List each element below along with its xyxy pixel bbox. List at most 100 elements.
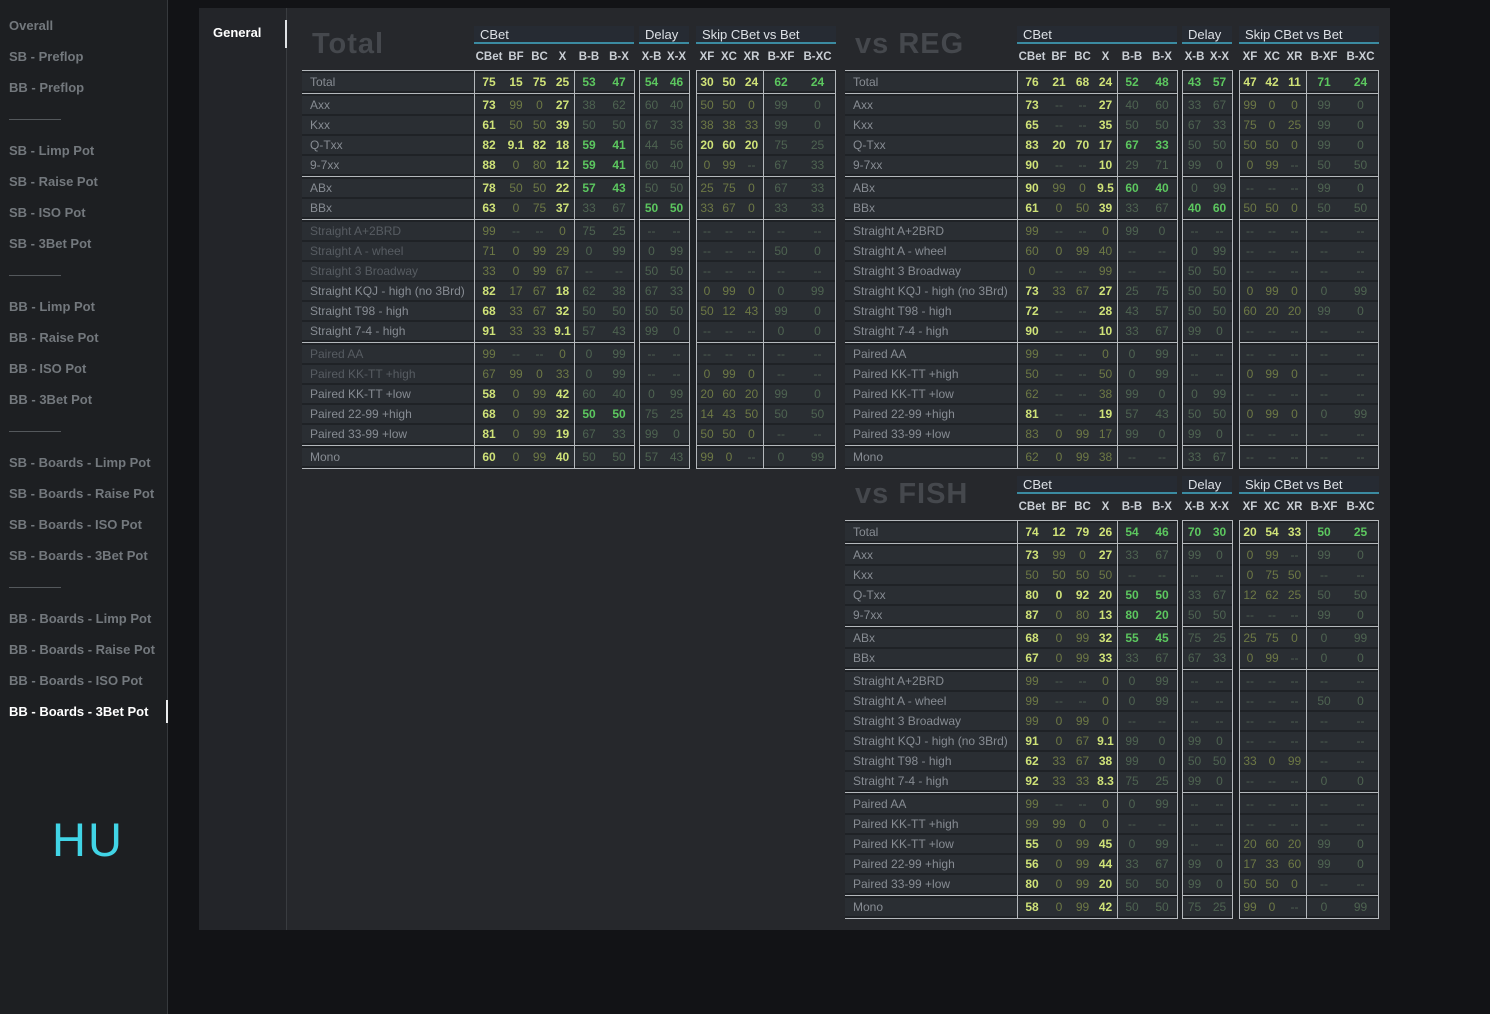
row-label: 9-7xx	[853, 158, 883, 172]
sidebar-item-bb-boards-limp-pot[interactable]: BB - Boards - Limp Pot	[9, 611, 152, 626]
sidebar-item-bb-3bet-pot[interactable]: BB - 3Bet Pot	[9, 392, 93, 407]
stat-cell: --	[1290, 450, 1299, 464]
sidebar-item-sb-raise-pot[interactable]: SB - Raise Pot	[9, 174, 98, 189]
stat-cell: --	[1290, 694, 1299, 708]
stat-cell: 0	[1158, 224, 1166, 238]
stat-cell: --	[813, 367, 822, 381]
stat-cell: 0	[1291, 407, 1298, 421]
stat-cell: 33	[744, 118, 759, 132]
stat-cell: 99	[1212, 181, 1227, 195]
column-header: B-B	[578, 51, 600, 63]
stat-cell: --	[1190, 347, 1199, 361]
stat-cell: 50	[1243, 877, 1257, 891]
stat-cell: --	[1356, 450, 1365, 464]
stat-cell: --	[1078, 674, 1087, 688]
table-row: Straight 3 Broadway 33 0 99 67 -- -- 50 50 -- -- --…	[302, 262, 836, 280]
stat-cell: 43	[612, 324, 626, 338]
sidebar-item-sb-boards-raise-pot[interactable]: SB - Boards - Raise Pot	[9, 486, 155, 501]
sidebar-item-bb-boards-raise-pot[interactable]: BB - Boards - Raise Pot	[9, 642, 155, 657]
column-header-row: CBet BF BC X B-B B-X X-B X-X XF XC XR B-XF B-XC	[845, 498, 1379, 516]
stat-cell: --	[1190, 817, 1199, 831]
stat-cell: 67	[532, 284, 547, 298]
stat-cell: 0	[559, 347, 566, 361]
stat-cell: --	[1290, 900, 1299, 914]
stat-cell: --	[1158, 714, 1166, 728]
stat-cell: 0	[1291, 877, 1298, 891]
stat-cell: 50	[644, 201, 659, 215]
stat-cell: 13	[1098, 608, 1113, 622]
stat-cell: --	[725, 347, 733, 361]
stat-cell: --	[1128, 264, 1136, 278]
stat-cell: 99	[1025, 797, 1039, 811]
stat-cell: --	[1078, 224, 1087, 238]
tab-general[interactable]: General	[199, 20, 287, 48]
stat-cell: --	[1190, 837, 1199, 851]
stat-cell: 50	[644, 264, 659, 278]
stat-cell: 38	[1098, 754, 1113, 768]
stat-cell: 0	[1246, 158, 1254, 172]
stat-cell: 67	[1025, 651, 1039, 665]
sidebar-item-bb-boards-3bet-pot[interactable]: BB - Boards - 3Bet Pot	[0, 696, 168, 727]
stat-cell: 50	[509, 118, 523, 132]
stat-cell: 46	[669, 75, 684, 89]
stats-table-vs-reg: vs REG CBet Delay Skip CBet vs Bet CBet BF B…	[845, 18, 1379, 470]
stat-cell: --	[1356, 324, 1365, 338]
sidebar-item-bb-iso-pot[interactable]: BB - ISO Pot	[9, 361, 87, 376]
stat-cell: 82	[482, 284, 496, 298]
stat-cell: 50	[1098, 568, 1113, 582]
column-group-header: Delay	[1182, 476, 1232, 494]
stat-cell: 40	[669, 98, 684, 112]
stat-cell: --	[1055, 98, 1063, 112]
sidebar-item-sb-limp-pot[interactable]: SB - Limp Pot	[9, 143, 95, 158]
sidebar-item-sb-boards-3bet-pot[interactable]: SB - Boards - 3Bet Pot	[9, 548, 148, 563]
table-row: Straight A+2BRD 99 -- -- 0 99 0 -- -- -- -- -- -- --	[845, 222, 1379, 240]
sidebar-item-sb-iso-pot[interactable]: SB - ISO Pot	[9, 205, 86, 220]
stat-cell: 0	[536, 98, 543, 112]
stat-cell: 99	[700, 450, 714, 464]
sidebar-item-sb-preflop[interactable]: SB - Preflop	[9, 49, 84, 64]
stat-cell: 61	[482, 118, 496, 132]
sidebar-item-bb-raise-pot[interactable]: BB - Raise Pot	[9, 330, 99, 345]
sidebar-item-bb-preflop[interactable]: BB - Preflop	[9, 80, 85, 95]
table-row: Straight T98 - high 72 -- -- 28 43 57 50 50 60 20 2…	[845, 302, 1379, 320]
stat-cell: 33	[1187, 588, 1202, 602]
stat-cell: --	[1246, 244, 1254, 258]
stat-cell: --	[1128, 817, 1136, 831]
sidebar-item-sb-3bet-pot[interactable]: SB - 3Bet Pot	[9, 236, 92, 251]
sidebar-divider	[0, 415, 167, 447]
sidebar-item-bb-boards-iso-pot[interactable]: BB - Boards - ISO Pot	[9, 673, 143, 688]
stat-cell: --	[1268, 797, 1276, 811]
stat-cell: 0	[1357, 608, 1364, 622]
stat-cell: 0	[1028, 264, 1036, 278]
stat-cell: 99	[532, 244, 547, 258]
stat-cell: 50	[1187, 754, 1202, 768]
table-row: ABx 78 50 50 22 57 43 50 50 25 75 0 67 33	[302, 179, 836, 197]
stat-cell: 0	[1055, 427, 1063, 441]
column-header-spacer	[302, 48, 474, 66]
table-row: Straight T98 - high 68 33 67 32 50 50 50 50 50 12 4…	[302, 302, 836, 320]
sidebar-item-sb-boards-iso-pot[interactable]: SB - Boards - ISO Pot	[9, 517, 142, 532]
sidebar-item-sb-boards-limp-pot[interactable]: SB - Boards - Limp Pot	[9, 455, 151, 470]
stat-cell: --	[1320, 367, 1328, 381]
column-group-border	[1232, 70, 1233, 469]
stat-cell: 9.1	[1097, 734, 1114, 748]
sidebar-item-overall[interactable]: Overall	[9, 18, 54, 33]
stat-cell: --	[1320, 387, 1328, 401]
table-row: Straight 3 Broadway 0 -- -- 99 -- -- 50 50 -- -- --…	[845, 262, 1379, 280]
row-label: Kxx	[310, 118, 331, 132]
stat-cell: --	[585, 264, 593, 278]
stat-cell: 50	[1187, 264, 1202, 278]
table-body: Total 76 21 68 24 52 48 43 57 47 42 11 71 24 Axx 73 -- --…	[845, 70, 1379, 469]
stat-cell: 99	[532, 387, 547, 401]
stat-cell: 43	[722, 407, 736, 421]
stat-cell: 99	[669, 244, 684, 258]
column-group-border	[1017, 520, 1018, 919]
stat-cell: 62	[582, 284, 596, 298]
stat-cell: 50	[1155, 118, 1169, 132]
sidebar-list: Overall SB - Preflop BB - Preflop SB - Limp…	[0, 0, 168, 727]
sidebar-item-bb-limp-pot[interactable]: BB - Limp Pot	[9, 299, 95, 314]
stat-cell: 99	[1155, 837, 1169, 851]
stat-cell: 62	[1025, 450, 1039, 464]
stat-cell: 0	[1291, 98, 1298, 112]
stat-cell: 75	[1265, 631, 1279, 645]
